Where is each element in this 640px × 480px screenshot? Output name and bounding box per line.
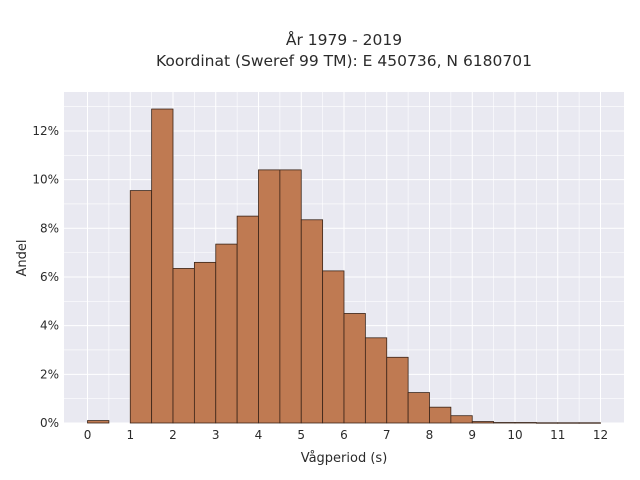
- y-axis-ticks: 0% 2% 4% 6% 8% 10% 12%: [32, 124, 59, 430]
- histogram-bar: [450, 415, 473, 424]
- x-tick-label: 11: [550, 428, 565, 442]
- x-axis-label: Vågperiod (s): [301, 451, 388, 466]
- histogram-bar: [151, 108, 174, 424]
- x-tick-label: 2: [169, 428, 177, 442]
- histogram-bar: [236, 215, 259, 424]
- x-tick-label: 7: [383, 428, 391, 442]
- x-tick-label: 6: [340, 428, 348, 442]
- histogram-bar: [407, 392, 430, 424]
- x-tick-label: 5: [297, 428, 305, 442]
- y-tick-label: 10%: [32, 173, 59, 187]
- x-axis-ticks: 0 1 2 3 4 5 6 7 8 9 10 11 12: [84, 428, 608, 442]
- histogram-bar: [471, 421, 495, 424]
- chart-title-line1: År 1979 - 2019: [286, 30, 402, 49]
- histogram-bar: [193, 261, 217, 424]
- x-tick-label: 3: [212, 428, 220, 442]
- y-tick-label: 6%: [40, 270, 59, 284]
- chart-title-line2: Koordinat (Sweref 99 TM): E 450736, N 61…: [156, 52, 532, 70]
- histogram-bar: [364, 337, 388, 424]
- histogram-bar: [129, 190, 153, 424]
- histogram-bar: [172, 268, 195, 424]
- x-tick-label: 1: [126, 428, 134, 442]
- histogram-bar: [258, 169, 281, 424]
- histogram-bar: [578, 422, 601, 424]
- x-tick-label: 12: [593, 428, 608, 442]
- histogram-bar: [386, 356, 409, 424]
- histogram-bar: [535, 422, 559, 424]
- y-tick-label: 4%: [40, 319, 59, 333]
- y-axis-label: Andel: [15, 240, 30, 277]
- x-tick-label: 4: [255, 428, 263, 442]
- histogram-bar: [300, 219, 324, 424]
- histogram-bar: [279, 169, 302, 424]
- y-tick-label: 12%: [32, 124, 59, 138]
- histogram-bar: [322, 270, 345, 424]
- histogram-bars: [87, 108, 601, 424]
- x-tick-label: 10: [507, 428, 522, 442]
- histogram-bar: [493, 422, 516, 424]
- histogram-bar: [557, 422, 580, 424]
- histogram-bar: [215, 243, 238, 424]
- x-tick-label: 0: [84, 428, 92, 442]
- x-tick-label: 9: [468, 428, 476, 442]
- y-tick-label: 8%: [40, 221, 59, 235]
- histogram-bar: [343, 313, 366, 424]
- histogram-bar: [514, 422, 537, 424]
- y-tick-label: 2%: [40, 367, 59, 381]
- histogram-bar: [429, 406, 452, 424]
- histogram-bar: [87, 420, 110, 424]
- y-tick-label: 0%: [40, 416, 59, 430]
- x-tick-label: 8: [426, 428, 434, 442]
